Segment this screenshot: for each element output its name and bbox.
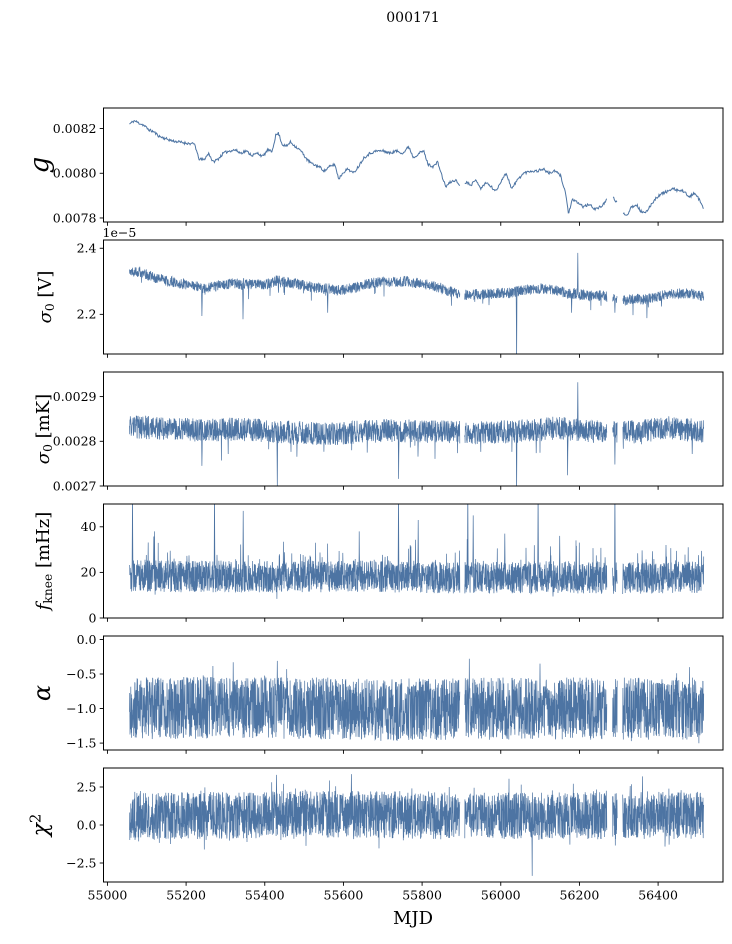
y-axis-label-part: knee — [41, 573, 56, 604]
x-tick-label: 55600 — [324, 888, 364, 903]
y-tick-label: 0.0 — [77, 817, 97, 832]
subplot-frame-fknee — [103, 503, 724, 619]
y-axis-label-part: [mK] — [32, 393, 54, 445]
y-tick-label: 0.0078 — [53, 210, 97, 225]
y-axis-offset-text: 1e−5 — [103, 225, 137, 240]
y-axis-label-chi2: χ2 — [27, 814, 54, 837]
y-tick-label: −1.5 — [66, 735, 96, 750]
trace-gain — [129, 120, 704, 216]
y-axis-label-part: f — [32, 603, 54, 611]
y-tick-label: 0 — [89, 610, 97, 625]
y-axis-label-part: [mHz] — [32, 511, 54, 574]
y-axis-label-gain: g — [25, 157, 55, 174]
trace-fknee — [129, 504, 705, 599]
trace-sigma0-mk — [129, 382, 705, 486]
y-tick-label: −2.5 — [66, 855, 96, 870]
y-axis-label-sigma0-mk: σ0 [mK] — [33, 394, 55, 464]
y-axis-label-part: 0 — [43, 303, 58, 312]
x-tick-label: 56400 — [638, 888, 678, 903]
y-tick-label: 0.0080 — [53, 166, 97, 181]
y-tick-label: 20 — [81, 565, 97, 580]
y-axis-label-fknee: fknee [mHz] — [33, 512, 55, 610]
x-tick-label: 55200 — [166, 888, 206, 903]
x-tick-label: 55000 — [88, 888, 128, 903]
subplot-frame-sigma0-volts — [103, 239, 724, 355]
y-tick-label: 0.0029 — [53, 389, 97, 404]
y-axis-label-part: σ — [32, 451, 54, 465]
x-tick-label: 56200 — [560, 888, 600, 903]
subplot-frame-gain — [103, 107, 724, 223]
y-axis-label-part: χ — [28, 823, 54, 837]
trace-alpha — [129, 658, 705, 744]
y-axis-label-part: 2 — [26, 813, 45, 824]
y-axis-label-sigma0-volts: σ0 [V] — [35, 271, 57, 324]
trace-sigma0-volts — [129, 252, 705, 354]
y-tick-label: −1.0 — [66, 701, 96, 716]
subplot-frame-alpha — [103, 635, 724, 751]
y-axis-label-part: α — [28, 684, 56, 702]
y-tick-label: 40 — [81, 519, 97, 534]
subplot-frame-sigma0-mk — [103, 371, 724, 487]
y-tick-label: 2.2 — [77, 307, 97, 322]
y-tick-label: 0.0082 — [53, 121, 97, 136]
y-tick-label: −0.5 — [66, 666, 96, 681]
y-tick-label: 0.0027 — [53, 478, 97, 493]
y-tick-label: 2.4 — [77, 241, 97, 256]
x-tick-label: 55400 — [245, 888, 285, 903]
y-axis-label-part: 0 — [41, 444, 56, 452]
y-tick-label: 0.0 — [77, 632, 97, 647]
y-tick-label: 0.0028 — [53, 434, 97, 449]
y-axis-label-part: [V] — [34, 270, 56, 304]
x-tick-label: 55800 — [402, 888, 442, 903]
y-tick-label: 2.5 — [77, 779, 97, 794]
x-tick-label: 56000 — [481, 888, 521, 903]
figure-title: 000171 — [386, 10, 440, 26]
y-axis-label-part: g — [25, 156, 55, 174]
x-axis-label: MJD — [392, 908, 434, 929]
y-axis-label-part: σ — [34, 311, 56, 324]
y-axis-label-alpha: α — [28, 685, 56, 701]
trace-chi2 — [129, 774, 705, 876]
